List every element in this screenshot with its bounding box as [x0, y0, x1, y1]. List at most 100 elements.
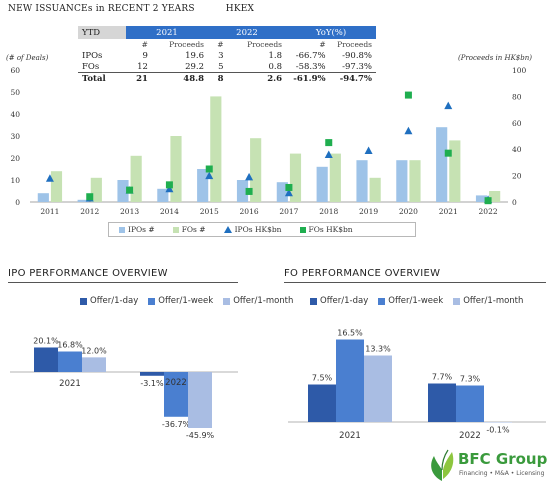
x-tick-label: 2017: [279, 207, 298, 216]
ipo-proceeds-marker: [165, 184, 174, 193]
col-proceeds: Proceeds: [169, 40, 204, 49]
col-count: #: [319, 40, 326, 49]
fo-section-rule: [284, 282, 546, 283]
fo-perf-data-label: 13.3%: [365, 345, 391, 354]
fo-perf-data-label: -0.1%: [486, 426, 510, 435]
y-left-tick-label: 10: [10, 176, 20, 185]
fo-proceeds-marker: [245, 187, 253, 195]
ipo-count-bar: [197, 169, 209, 202]
fo-proceeds-marker: [444, 149, 452, 157]
x-tick-label: 2014: [160, 207, 179, 216]
fo-perf-bar: [456, 385, 484, 422]
y-left-tick-label: 40: [10, 110, 20, 119]
yoy-header: YoY(%): [286, 26, 376, 39]
legend-item: FOs #: [172, 225, 206, 234]
fo-proceeds-marker: [404, 91, 412, 99]
col-proceeds: Proceeds: [247, 40, 282, 49]
y-right-tick-label: 0: [512, 198, 517, 207]
summary-subheader-row: # Proceeds # Proceeds # Proceeds: [78, 39, 376, 50]
legend-item: IPOs HK$bn: [223, 225, 282, 234]
y-right-tick-label: 80: [512, 92, 522, 101]
col-count: #: [141, 40, 148, 49]
legend-item: IPOs #: [119, 225, 155, 234]
ipo-perf-bar: [140, 372, 164, 376]
fo-count-bar: [289, 153, 302, 202]
year-b-header: 2022: [208, 26, 286, 39]
summary-table: YTD 2021 2022 YoY(%) # Proceeds # Procee…: [78, 26, 376, 84]
fo-proceeds-marker: [205, 165, 213, 173]
y-right-tick-label: 60: [512, 119, 522, 128]
ipo-count-bar: [316, 166, 328, 202]
legend-swatch: [172, 226, 179, 233]
ipo-count-bar: [396, 160, 408, 202]
fo-perf-bar: [484, 422, 512, 423]
ipo-perf-data-label: -3.1%: [140, 379, 164, 388]
exchange-label: HKEX: [225, 4, 255, 14]
y-left-tick-label: 60: [10, 66, 20, 75]
fo-count-bar: [329, 153, 341, 202]
legend-item: Offer/1-week: [148, 296, 213, 306]
ipo-proceeds-marker: [444, 101, 453, 110]
fo-perf-bar: [336, 339, 364, 422]
fo-perf-data-label: 7.5%: [312, 374, 333, 383]
x-tick-label: 2018: [319, 207, 338, 216]
ipo-perf-bar: [188, 372, 212, 428]
x-tick-label: 2012: [80, 207, 99, 216]
table-row: FOs 12 29.2 5 0.8 -58.3% -97.3%: [82, 61, 372, 72]
ipo-count-bar: [236, 180, 249, 202]
fo-perf-legend: Offer/1-day Offer/1-week Offer/1-month: [310, 296, 533, 306]
fo-count-bar: [130, 155, 142, 202]
fo-perf-bar: [308, 384, 336, 422]
ipo-perf-bar: [58, 351, 82, 372]
year-a-header: 2021: [126, 26, 208, 39]
fo-count-bar: [489, 191, 501, 202]
ipo-proceeds-marker: [284, 188, 293, 197]
ipo-proceeds-marker: [404, 126, 413, 135]
ipo-perf-data-label: -36.7%: [162, 420, 191, 429]
y-left-tick-label: 20: [10, 154, 20, 163]
ipo-proceeds-marker: [324, 150, 333, 158]
legend-item: Offer/1-week: [378, 296, 443, 306]
fo-section-title: FO PERFORMANCE OVERVIEW: [284, 268, 441, 279]
ipo-perf-data-label: 20.1%: [33, 336, 59, 345]
col-count: #: [217, 40, 224, 49]
legend-swatch: [299, 226, 306, 233]
fo-proceeds-marker: [126, 186, 134, 194]
logo-tagline: Financing • M&A • Licensing: [459, 470, 545, 477]
x-tick-label: 2020: [399, 207, 418, 216]
ipo-section-title: IPO PERFORMANCE OVERVIEW: [8, 268, 168, 279]
ipo-perf-legend: Offer/1-day Offer/1-week Offer/1-month: [80, 296, 303, 306]
legend-item: Offer/1-day: [80, 296, 138, 306]
fo-count-bar: [170, 136, 182, 202]
x-tick-label: 2022: [479, 207, 498, 216]
ipo-proceeds-marker: [45, 174, 54, 182]
ipo-perf-data-label: 16.8%: [57, 341, 83, 350]
fo-proceeds-marker: [165, 181, 173, 189]
ipo-count-bar: [77, 199, 89, 202]
fo-proceeds-marker: [86, 193, 94, 201]
fo-perf-data-label: 7.7%: [432, 373, 453, 382]
fo-perf-bar: [364, 355, 392, 422]
table-row-total: Total 21 48.8 8 2.6 -61.9% -94.7%: [78, 72, 376, 84]
fo-count-bar: [369, 177, 381, 202]
fo-count-bar: [449, 140, 461, 202]
legend-item: Offer/1-month: [223, 296, 293, 306]
y-right-tick-label: 40: [512, 145, 522, 154]
ipo-perf-bar: [34, 347, 58, 372]
ipo-perf-data-label: -45.9%: [186, 431, 215, 440]
ipo-perf-category-label: 2021: [59, 379, 81, 389]
page-title: NEW ISSUANCEs in RECENT 2 YEARS HKEX: [8, 4, 254, 14]
y-right-tick-label: 20: [512, 172, 522, 181]
ipo-count-bar: [276, 182, 288, 202]
fo-perf-data-label: 16.5%: [337, 329, 363, 338]
fo-count-bar: [210, 96, 222, 202]
ipo-perf-data-label: 12.0%: [81, 346, 107, 355]
fo-perf-category-label: 2022: [459, 431, 481, 441]
ipo-proceeds-marker: [205, 171, 214, 180]
ipo-perf-bar: [82, 357, 106, 372]
leaf-icon: [431, 449, 454, 481]
issuance-legend: IPOs # FOs # IPOs HK$bn FOs HK$bn: [108, 222, 416, 237]
x-tick-label: 2015: [200, 207, 219, 216]
ipo-proceeds-marker: [245, 172, 254, 181]
